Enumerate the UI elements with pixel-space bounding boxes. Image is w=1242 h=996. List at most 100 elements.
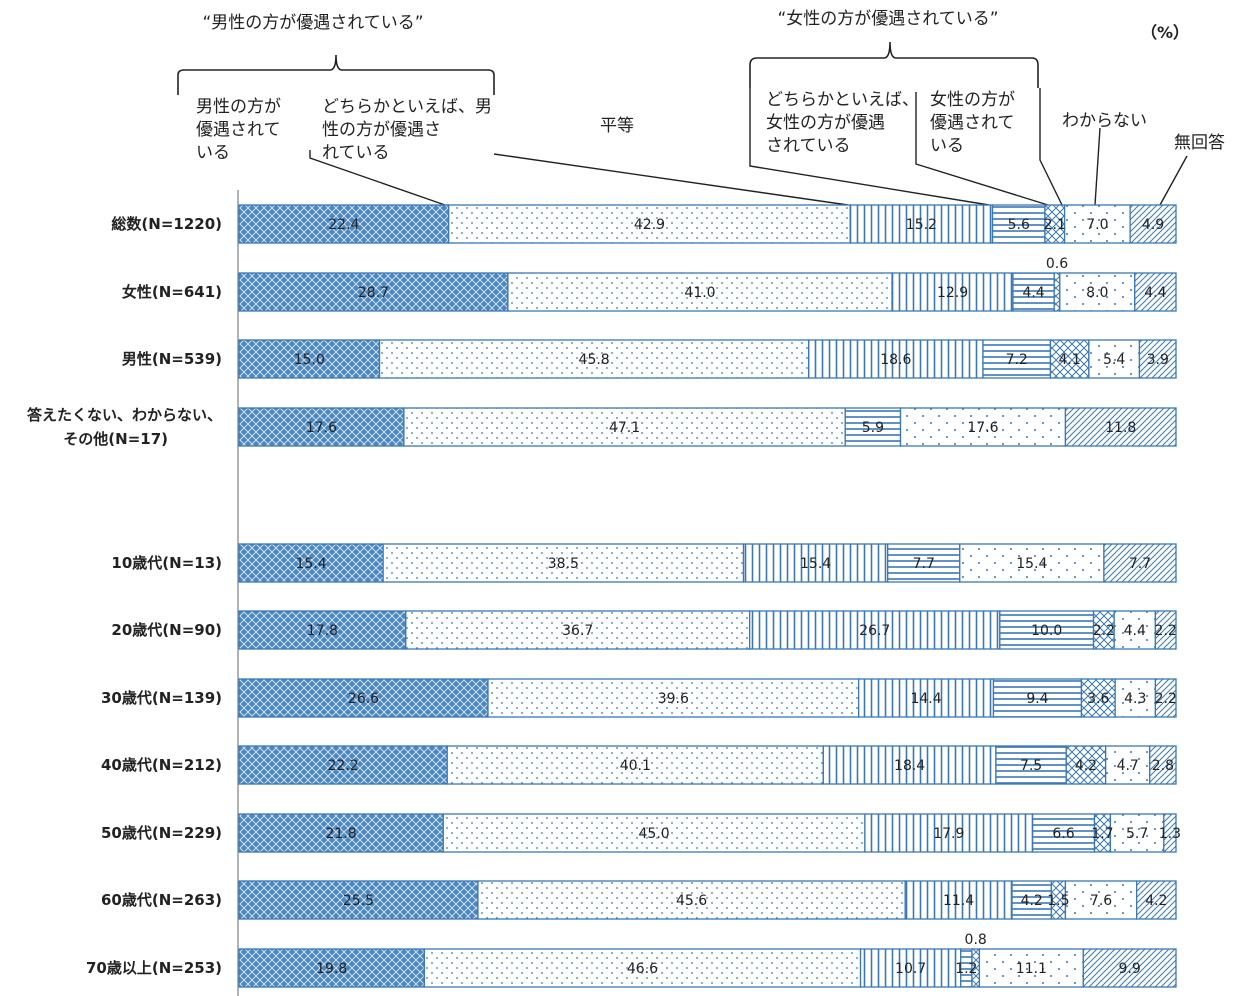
value-label-r5-s1: 36.7 <box>562 623 593 639</box>
value-label-r3-s6: 11.8 <box>1105 420 1136 436</box>
value-label-r5-s0: 17.8 <box>307 623 338 639</box>
value-label-r1-s2: 12.9 <box>937 285 968 301</box>
bar-segment-r2-s4 <box>1049 339 1090 379</box>
bar-segment-r7-s5 <box>1105 745 1151 785</box>
value-label-r8-s0: 21.8 <box>326 826 357 842</box>
value-label-r0-s2: 15.2 <box>906 217 937 233</box>
bar-segment-r7-s0 <box>238 745 448 785</box>
legend-label-2: 平等 <box>600 116 634 136</box>
value-label-r4-s1: 38.5 <box>548 556 579 572</box>
value-label-r9-s1: 45.6 <box>676 893 707 909</box>
value-label-r4-s6: 7.7 <box>1129 556 1151 572</box>
bar-segment-r7-s2 <box>822 745 997 785</box>
bar-segment-r6-s3 <box>992 678 1083 718</box>
value-label-r3-s0: 17.6 <box>306 420 337 436</box>
bar-segment-r5-s6 <box>1154 610 1177 650</box>
value-label-r8-s3: 6.6 <box>1052 826 1074 842</box>
value-label-r2-s5: 5.4 <box>1103 352 1125 368</box>
category-label-1: 女性(N=641) <box>122 283 222 301</box>
value-label-r2-s4: 4.1 <box>1059 352 1081 368</box>
legend-label-4: 女性の方が優遇されている <box>930 90 1015 156</box>
value-label-r0-s6: 4.9 <box>1142 217 1164 233</box>
bar-segment-r6-s6 <box>1154 678 1177 718</box>
bar-segment-r10-s2 <box>859 948 962 988</box>
bar-segment-r4-s6 <box>1103 543 1177 583</box>
bar-segment-r6-s5 <box>1114 678 1157 718</box>
bar-segment-r2-s5 <box>1088 339 1141 379</box>
bar-segment-r1-s4 <box>1053 272 1061 312</box>
bar-segment-r3-s0 <box>238 407 405 447</box>
bar-segment-r1-s6 <box>1134 272 1177 312</box>
value-label-outside-r1-s4: 0.6 <box>1046 256 1068 272</box>
bar-segment-r2-s0 <box>238 339 381 379</box>
value-label-r5-s5: 4.4 <box>1124 623 1146 639</box>
bar-segment-r2-s2 <box>808 339 984 379</box>
legend-label-0: 男性の方が優遇されている <box>196 97 281 163</box>
bar-segment-r4-s5 <box>959 543 1105 583</box>
bar-segment-r0-s1 <box>448 204 851 244</box>
bar-segment-r1-s0 <box>238 272 509 312</box>
value-label-r1-s0: 28.7 <box>358 285 389 301</box>
brace-male <box>177 54 495 95</box>
value-label-r8-s2: 17.9 <box>933 826 964 842</box>
value-label-r6-s3: 9.4 <box>1026 691 1048 707</box>
legend-label-3: どちらかといえば、女性の方が優遇されている <box>766 90 919 156</box>
value-label-r10-s0: 19.8 <box>316 961 347 977</box>
value-label-r2-s1: 45.8 <box>579 352 610 368</box>
value-label-r5-s4: 2.2 <box>1093 623 1115 639</box>
bar-segment-r8-s0 <box>238 813 444 853</box>
value-label-r8-s1: 45.0 <box>639 826 670 842</box>
bar-segment-r2-s1 <box>378 339 810 379</box>
value-label-r7-s0: 22.2 <box>328 758 359 774</box>
category-label-9: 60歳代(N=263) <box>101 891 222 909</box>
value-label-r2-s3: 7.2 <box>1006 352 1028 368</box>
bar-segment-r7-s4 <box>1065 745 1107 785</box>
value-label-r1-s3: 4.4 <box>1022 285 1044 301</box>
legend-label-6: 無回答 <box>1174 133 1225 153</box>
bar-segment-r4-s2 <box>742 543 889 583</box>
value-label-r10-s2: 10.7 <box>895 961 926 977</box>
value-label-r1-s6: 4.4 <box>1144 285 1166 301</box>
value-label-r7-s3: 7.5 <box>1020 758 1042 774</box>
bar-segment-r5-s3 <box>999 610 1095 650</box>
value-label-r0-s3: 5.6 <box>1008 217 1030 233</box>
bar-segment-r7-s6 <box>1149 745 1177 785</box>
value-label-r3-s3: 5.9 <box>862 420 884 436</box>
bar-segment-r3-s3 <box>844 407 902 447</box>
value-label-r7-s4: 4.2 <box>1075 758 1097 774</box>
bar-segment-r3-s1 <box>403 407 846 447</box>
value-label-r2-s0: 15.0 <box>294 352 325 368</box>
bar-segment-r9-s5 <box>1064 880 1138 920</box>
value-label-r6-s5: 4.3 <box>1124 691 1146 707</box>
bar-segment-r9-s2 <box>904 880 1013 920</box>
value-label-r6-s2: 14.4 <box>910 691 941 707</box>
bar-segment-r10-s0 <box>238 948 425 988</box>
bar-segment-r9-s0 <box>238 880 479 920</box>
value-label-r10-s3: 1.2 <box>955 961 977 977</box>
brace-female <box>749 41 1039 88</box>
bar-segment-r5-s2 <box>749 610 1001 650</box>
category-label-2: 男性(N=539) <box>122 350 222 368</box>
bar-segment-r6-s1 <box>487 678 860 718</box>
value-label-r0-s0: 22.4 <box>328 217 359 233</box>
category-label-3: 答えたくない、わからない、その他(N=17) <box>27 406 222 448</box>
bar-segment-r0-s6 <box>1129 204 1177 244</box>
category-label-10: 70歳以上(N=253) <box>86 959 222 977</box>
value-label-r2-s6: 3.9 <box>1147 352 1169 368</box>
unit-label: （%） <box>1141 23 1189 42</box>
value-label-r6-s4: 3.6 <box>1087 691 1109 707</box>
category-label-7: 40歳代(N=212) <box>101 756 222 774</box>
value-label-r10-s1: 46.6 <box>627 961 658 977</box>
bar-segment-r8-s3 <box>1031 813 1096 853</box>
value-label-r2-s2: 18.6 <box>880 352 911 368</box>
value-label-r1-s1: 41.0 <box>684 285 715 301</box>
value-label-r10-s5: 11.1 <box>1016 961 1047 977</box>
category-label-8: 50歳代(N=229) <box>101 824 222 842</box>
bar-segment-r2-s6 <box>1138 339 1177 379</box>
value-label-r3-s5: 17.6 <box>967 420 998 436</box>
value-label-r4-s0: 15.4 <box>295 556 326 572</box>
value-label-r6-s6: 2.2 <box>1155 691 1177 707</box>
value-label-r3-s1: 47.1 <box>609 420 640 436</box>
value-label-r4-s3: 7.7 <box>913 556 935 572</box>
